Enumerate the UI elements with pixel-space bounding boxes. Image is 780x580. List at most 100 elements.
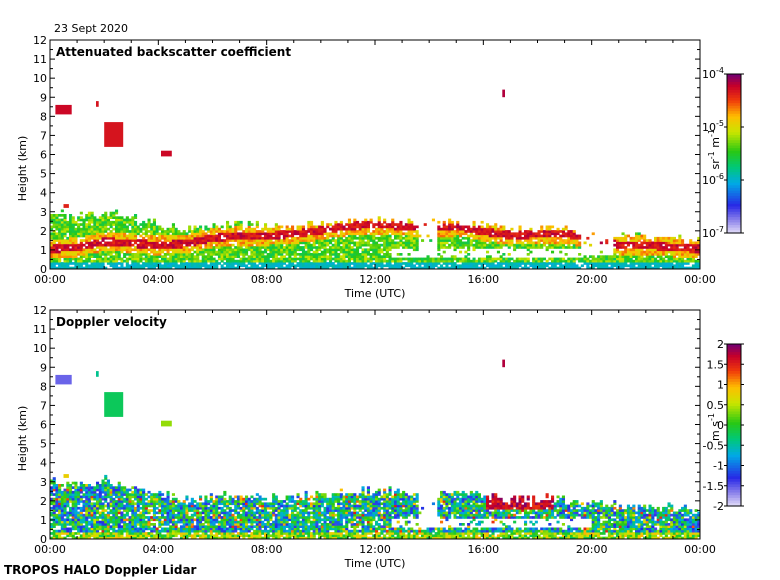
heatmap-cell — [125, 241, 129, 245]
heatmap-cell — [63, 234, 67, 238]
heatmap-cell — [364, 225, 368, 229]
heatmap-cell — [678, 243, 682, 247]
heatmap-cell — [63, 502, 67, 506]
heatmap-cell — [161, 502, 165, 506]
heatmap-cell — [264, 246, 268, 249]
heatmap-cell — [591, 259, 595, 263]
heatmap-cell — [383, 241, 387, 245]
heatmap-cell — [613, 248, 617, 252]
heatmap-cell — [150, 532, 154, 535]
heatmap-cell — [375, 246, 379, 249]
heatmap-cell — [109, 236, 113, 240]
heatmap-cell — [280, 246, 284, 249]
heatmap-cell — [304, 230, 308, 233]
heatmap-cell — [239, 225, 243, 229]
heatmap-cell — [101, 536, 105, 540]
heatmap-cell — [142, 241, 146, 245]
heatmap-cell — [261, 250, 265, 254]
heatmap-cell — [304, 246, 308, 249]
heatmap-cell — [147, 509, 151, 512]
heatmap-cell — [353, 227, 357, 231]
heatmap-cell — [486, 239, 490, 242]
heatmap-cell — [591, 232, 595, 236]
heatmap-cell — [264, 255, 268, 258]
heatmap-cell — [125, 259, 129, 263]
heatmap-cell — [52, 502, 56, 506]
heatmap-cell — [82, 504, 86, 508]
heatmap-cell — [109, 504, 113, 508]
heatmap-cell — [93, 529, 97, 533]
heatmap-cell — [542, 243, 546, 247]
heatmap-cell — [69, 484, 73, 487]
heatmap-cell — [315, 259, 319, 263]
heatmap-cell — [147, 527, 151, 531]
heatmap-cell — [106, 516, 110, 519]
heatmap-cell — [204, 518, 208, 522]
heatmap-cell — [120, 239, 124, 242]
heatmap-cell — [106, 520, 110, 524]
heatmap-cell — [77, 529, 81, 533]
heatmap-cell — [96, 223, 100, 226]
heatmap-cell — [169, 243, 173, 247]
heatmap-cell — [90, 243, 94, 247]
heatmap-cell — [231, 497, 235, 501]
heatmap-cell — [285, 241, 289, 245]
heatmap-cell — [602, 262, 606, 265]
heatmap-cell — [199, 239, 203, 242]
heatmap-cell — [60, 230, 64, 233]
heatmap-cell — [193, 509, 197, 512]
heatmap-cell — [656, 248, 660, 252]
heatmap-cell — [85, 532, 89, 535]
heatmap-cell — [467, 262, 471, 265]
heatmap-cell — [491, 257, 495, 261]
heatmap-cell — [74, 257, 78, 261]
heatmap-cell — [242, 529, 246, 533]
heatmap-cell — [106, 511, 110, 515]
heatmap-cell — [694, 243, 698, 247]
heatmap-cell — [60, 239, 64, 242]
heatmap-cell — [675, 264, 679, 268]
heatmap-cell — [87, 266, 91, 270]
heatmap-cell — [74, 223, 78, 226]
heatmap-cell — [272, 253, 276, 256]
heatmap-cell — [564, 262, 568, 265]
heatmap-cell — [226, 234, 230, 238]
heatmap-cell — [616, 248, 620, 252]
heatmap-cell — [82, 495, 86, 499]
heatmap-cell — [204, 257, 208, 261]
heatmap-cell — [134, 241, 138, 245]
heatmap-cell — [58, 255, 62, 258]
heatmap-cell — [139, 250, 143, 254]
heatmap-cell — [63, 246, 67, 249]
heatmap-cell — [442, 243, 446, 247]
heatmap-cell — [272, 264, 276, 268]
heatmap-cell — [123, 525, 127, 528]
heatmap-cell — [526, 259, 530, 263]
heatmap-cell — [645, 239, 649, 242]
heatmap-cell — [134, 223, 138, 226]
heatmap-cell — [185, 532, 189, 535]
heatmap-cell — [220, 502, 224, 506]
heatmap-cell — [396, 223, 400, 226]
heatmap-cell — [150, 529, 154, 533]
heatmap-cell — [215, 502, 219, 506]
heatmap-cell — [60, 209, 64, 213]
heatmap-cell — [483, 259, 487, 263]
heatmap-cell — [366, 248, 370, 252]
heatmap-cell — [264, 232, 268, 236]
heatmap-cell — [207, 264, 211, 268]
heatmap-cell — [369, 266, 373, 270]
heatmap-cell — [188, 236, 192, 240]
heatmap-cell — [475, 234, 479, 238]
heatmap-cell — [361, 236, 365, 240]
heatmap-cell — [242, 232, 246, 236]
heatmap-cell — [361, 266, 365, 270]
heatmap-cell — [681, 259, 685, 263]
heatmap-cell — [66, 527, 70, 531]
heatmap-cell — [125, 488, 129, 492]
heatmap-cell — [570, 259, 574, 263]
heatmap-cell — [494, 264, 498, 268]
y-tick-label: 2 — [40, 225, 47, 238]
heatmap-cell — [358, 241, 362, 245]
heatmap-cell — [469, 232, 473, 236]
